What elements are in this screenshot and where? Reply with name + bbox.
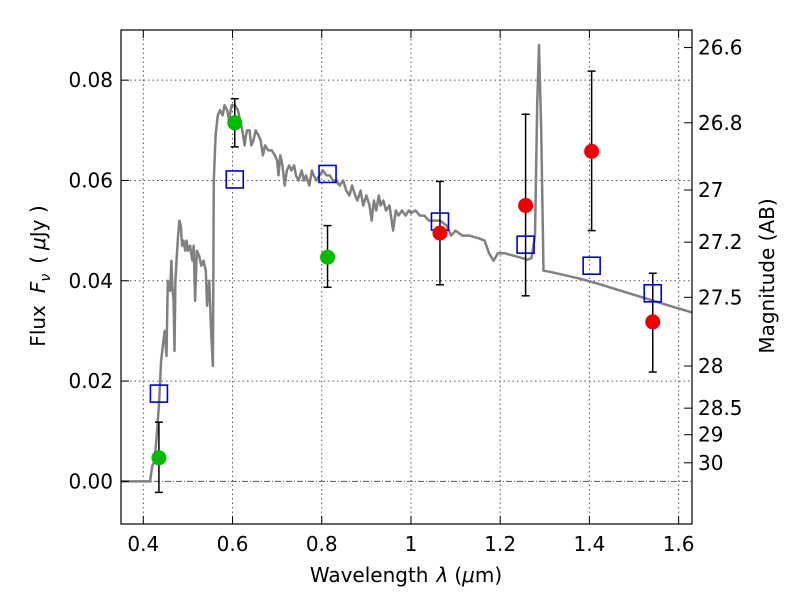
x-axis-label: Wavelength λ (μm) bbox=[310, 563, 502, 587]
y-axis-label-unit-mu: μ bbox=[26, 237, 50, 251]
x-axis-label-symbol: λ bbox=[435, 563, 448, 587]
model-photometry-square bbox=[643, 283, 663, 303]
x-tick-label: 1.4 bbox=[573, 532, 605, 556]
y-axis-label-main: Flux bbox=[26, 305, 50, 347]
model-photometry-square bbox=[149, 384, 169, 403]
red-data-point bbox=[584, 143, 600, 159]
y-tick-label: 0.00 bbox=[68, 469, 113, 493]
x-tick-label: 0.8 bbox=[306, 532, 338, 556]
tick-labels: 0.4 0.6 0.8 1 1.2 1.4 1.6 0.00 0.02 0.04 0.06 0.08 2… bbox=[68, 36, 742, 556]
model-photometry-square bbox=[582, 256, 601, 276]
x-axis-label-main: Wavelength bbox=[310, 563, 429, 587]
y-axis-label-subscript: ν bbox=[38, 274, 54, 282]
y-axis-label: Flux Fν ( μJy ) bbox=[26, 205, 54, 346]
y-axis-label-unit-rest: Jy ) bbox=[26, 205, 50, 239]
green-data-point bbox=[227, 115, 243, 131]
red-data-point bbox=[518, 198, 534, 214]
y2-tick-label: 30 bbox=[698, 451, 723, 475]
x-tick-label: 1.2 bbox=[484, 532, 516, 556]
observed-photometry-points bbox=[151, 115, 661, 466]
green-data-point bbox=[151, 450, 167, 466]
x-tick-label: 0.4 bbox=[127, 532, 159, 556]
y2-axis-label: Magnitude (AB) bbox=[755, 198, 779, 353]
x-axis-label-unit-open: ( bbox=[454, 563, 462, 587]
x-axis-label-unit-rest: m) bbox=[475, 563, 502, 587]
y2-tick-label: 28 bbox=[698, 354, 723, 378]
red-data-point bbox=[432, 225, 448, 241]
y-axis-label-unit-open: ( bbox=[26, 256, 50, 264]
y2-tick-label: 27 bbox=[698, 178, 723, 202]
y2-tick-label: 26.6 bbox=[698, 36, 743, 60]
green-data-point bbox=[320, 249, 336, 265]
x-tick-label: 1.6 bbox=[663, 532, 695, 556]
grid bbox=[121, 30, 692, 524]
y2-tick-label: 28.5 bbox=[698, 396, 743, 420]
y-axis-label-symbol: F bbox=[26, 281, 50, 293]
axis-ticks bbox=[121, 30, 692, 524]
x-tick-label: 0.6 bbox=[217, 532, 249, 556]
y2-tick-label: 29 bbox=[698, 423, 723, 447]
y2-tick-label: 27.5 bbox=[698, 285, 743, 309]
y-tick-label: 0.04 bbox=[68, 269, 113, 293]
model-photometry-square bbox=[318, 164, 337, 184]
y-tick-label: 0.06 bbox=[68, 168, 113, 192]
model-photometry-square bbox=[516, 235, 535, 254]
y2-tick-label: 26.8 bbox=[698, 111, 743, 135]
red-data-point bbox=[645, 314, 661, 330]
model-photometry-square bbox=[225, 170, 245, 189]
model-photometry-squares bbox=[149, 164, 663, 403]
plot-frame bbox=[120, 29, 693, 525]
model-sed-line bbox=[121, 43, 693, 483]
y2-tick-label: 27.2 bbox=[698, 230, 743, 254]
x-tick-label: 1 bbox=[405, 532, 418, 556]
y-tick-label: 0.02 bbox=[68, 369, 113, 393]
y-tick-label: 0.08 bbox=[68, 68, 113, 92]
x-axis-label-unit-mu: μ bbox=[461, 563, 475, 587]
